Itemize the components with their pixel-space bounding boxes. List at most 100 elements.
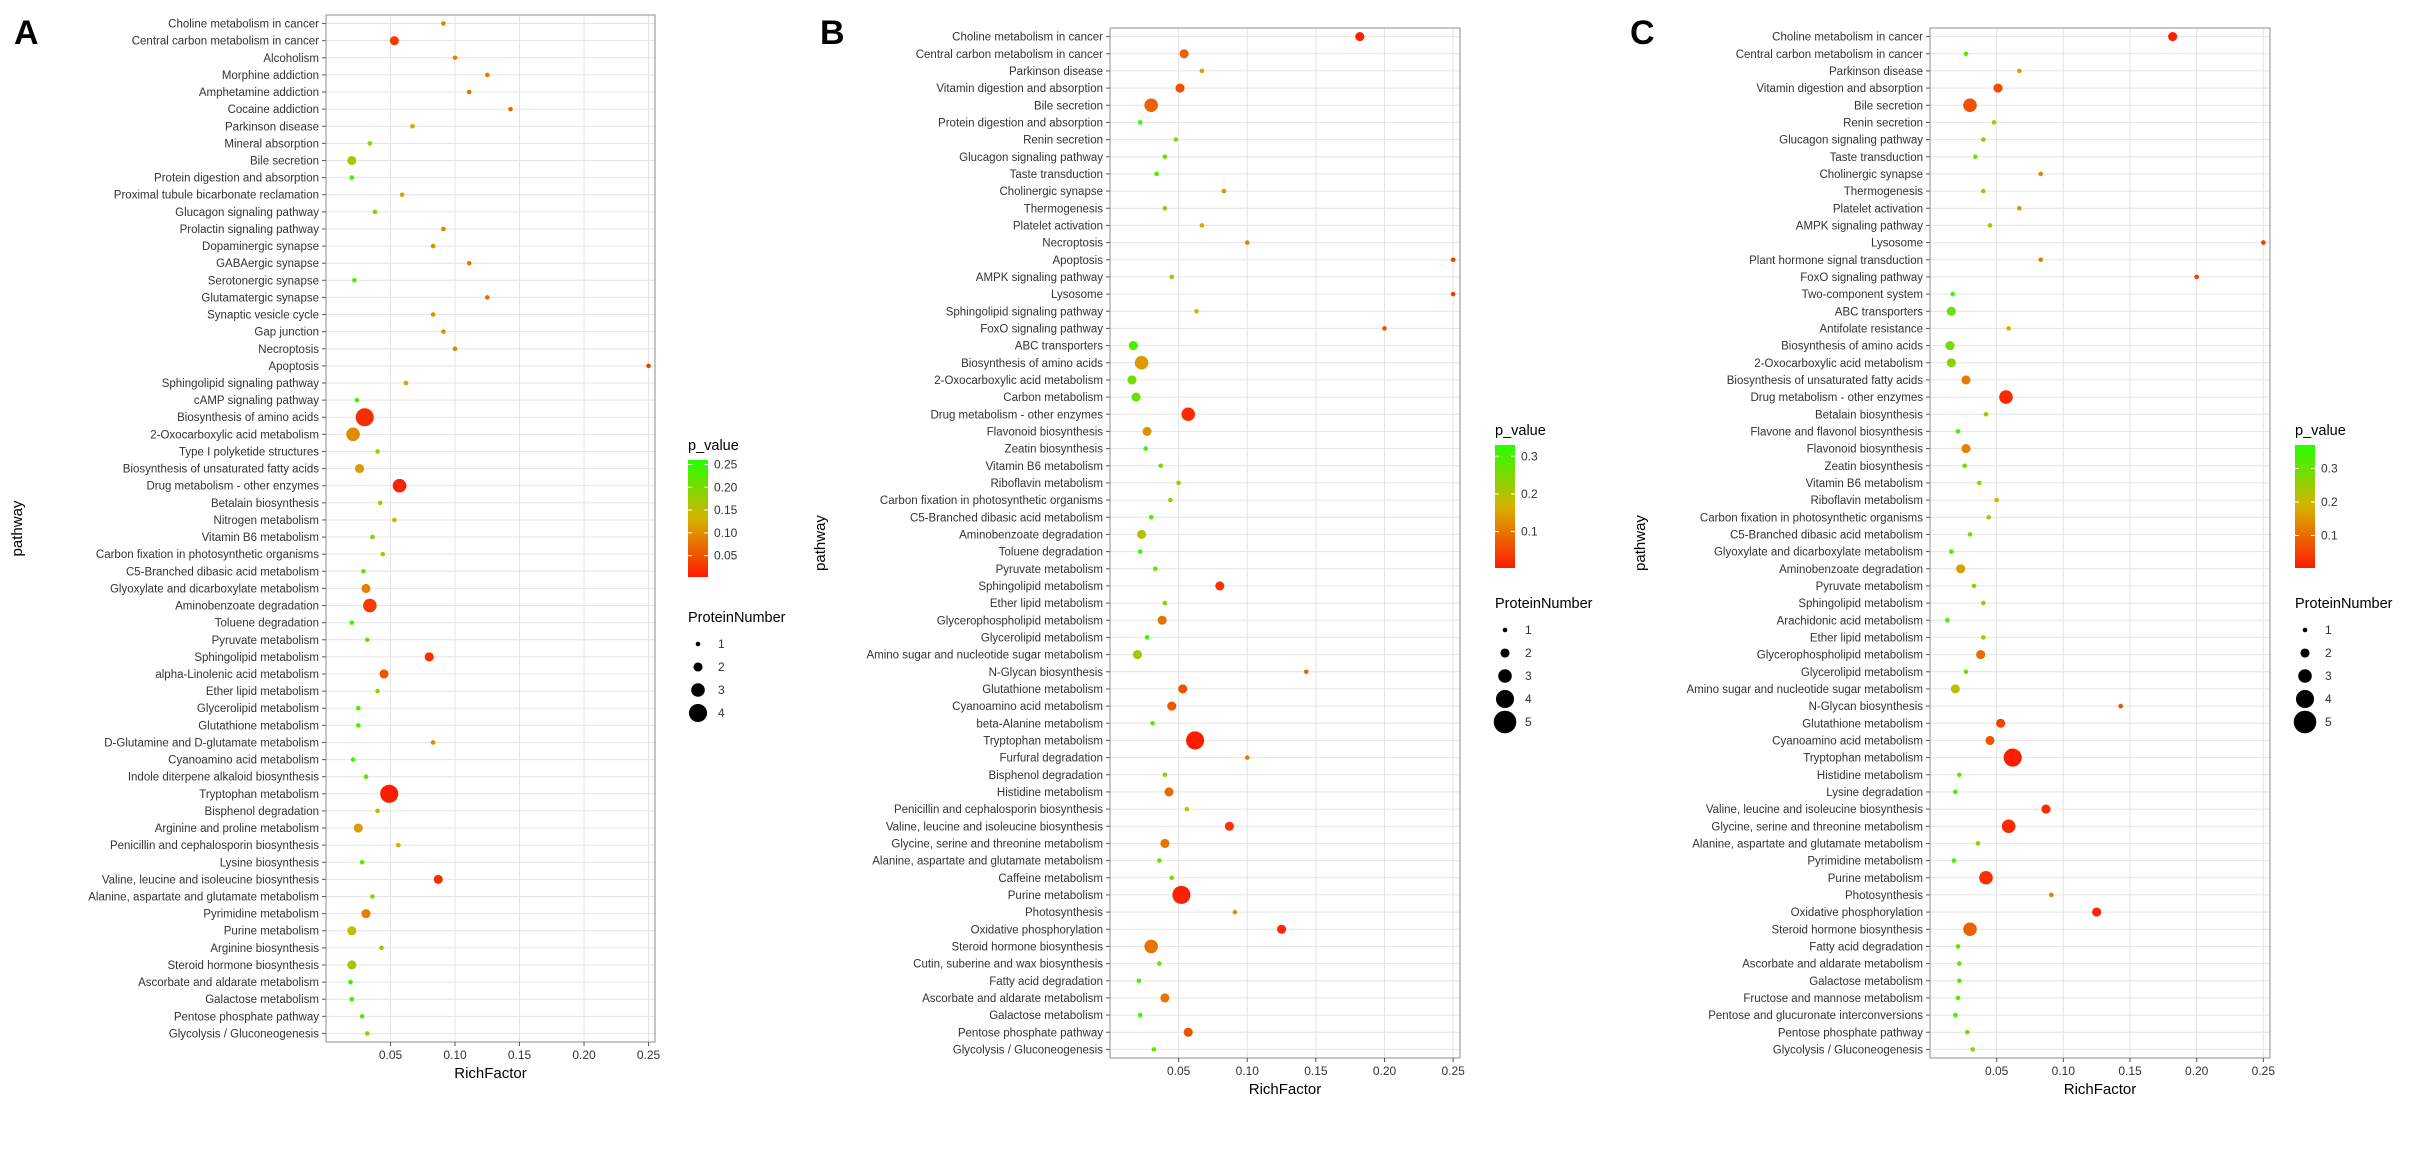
panel-c-size-legend-label: 1 (2325, 623, 2332, 637)
panel-c-data-point (1981, 137, 1986, 142)
panel-b-data-point (1151, 1047, 1157, 1052)
panel-c-pathway-label: Cyanoamino acid metabolism (1772, 735, 1923, 747)
panel-a-data-point (389, 36, 399, 46)
panel-b-data-point (1183, 1027, 1193, 1037)
panel-b-pathway-label: Glycolysis / Gluconeogenesis (953, 1044, 1103, 1056)
panel-a-pathway-label: Glucagon signaling pathway (175, 207, 319, 219)
panel-b-xtick-label: 0.25 (1441, 1064, 1465, 1078)
panel-b-data-point (1181, 407, 1196, 422)
panel-c-colorbar-label: 0.1 (2321, 528, 2338, 542)
panel-b-data-point (1136, 978, 1142, 984)
panel-b-data-point (1142, 426, 1152, 436)
panel-b-data-point (1160, 993, 1170, 1003)
panel-c-data-point (1946, 358, 1956, 368)
panel-b-data-point (1184, 806, 1190, 812)
panel-c-pathway-label: Glycerolipid metabolism (1801, 667, 1923, 679)
panel-b-colorbar-label: 0.3 (1521, 449, 1538, 463)
panel-c-pathway-label: Glutathione metabolism (1802, 718, 1923, 730)
panel-b-data-point (1224, 821, 1234, 831)
panel-a-data-point (350, 757, 356, 762)
panel-b-data-point (1134, 355, 1149, 370)
panel-c-data-point (1991, 120, 1997, 125)
panel-a-data-point (375, 808, 380, 814)
panel-c-pathway-label: Drug metabolism - other enzymes (1750, 392, 1923, 404)
panel-a-data-point (370, 534, 375, 540)
panel-a-pathway-label: Prolactin signaling pathway (180, 224, 320, 236)
panel-a-colorbar-label: 0.10 (714, 526, 738, 540)
panel-c-size-legend-label: 4 (2325, 692, 2332, 706)
panel-c-data-point (1970, 1047, 1975, 1052)
panel-b-data-point (1157, 615, 1167, 625)
panel-b-pathway-label: Drug metabolism - other enzymes (930, 409, 1103, 421)
panel-b-pathway-label: Caffeine metabolism (998, 873, 1103, 885)
panel-b-pathway-label: Bisphenol degradation (989, 770, 1103, 782)
panel-c-size-legend-label: 5 (2325, 715, 2332, 729)
panel-c-data-point (1963, 669, 1969, 675)
panel-a-pathway-label: Proximal tubule bicarbonate reclamation (114, 190, 319, 202)
panel-b-xtick-label: 0.10 (1236, 1064, 1260, 1078)
panel-c-pathway-label: Photosynthesis (1845, 890, 1923, 902)
panel-a-colorbar-label: 0.20 (714, 480, 738, 494)
panel-c-pathway-label: Vitamin B6 metabolism (1806, 478, 1923, 490)
panel-c-size-legend-label: 2 (2325, 646, 2332, 660)
panel-c-pathway-label: Arachidonic acid metabolism (1777, 615, 1923, 627)
panel-a-pathway-label: Glycolysis / Gluconeogenesis (169, 1028, 319, 1040)
panel-c-pathway-label: Carbon fixation in photosynthetic organi… (1700, 512, 1923, 524)
panel-b-size-legend-dot (1500, 648, 1510, 658)
panel-a-pathway-label: Galactose metabolism (205, 994, 319, 1006)
panel-c-data-point (2194, 274, 2199, 280)
panel-b-pathway-label: Cutin, suberine and wax biosynthesis (913, 959, 1103, 971)
panel-c-data-point (1967, 532, 1973, 537)
panel-a-colorbar-label: 0.15 (714, 503, 738, 517)
panel-b-xaxis-title: RichFactor (1249, 1081, 1322, 1098)
panel-c-data-point (2038, 257, 2043, 263)
panel-b-data-point (1173, 137, 1179, 142)
panel-b-pathway-label: beta-Alanine metabolism (976, 718, 1103, 730)
panel-c-pathway-label: Glycine, serine and threonine metabolism (1711, 821, 1923, 833)
panel-a-pathway-label: Parkinson disease (225, 121, 319, 133)
panel-a-data-point (361, 568, 366, 574)
panel-a-xtick-label: 0.20 (572, 1048, 596, 1062)
panel-a-pathway-label: GABAergic synapse (216, 258, 319, 270)
panel-c-pathway-label: Choline metabolism in cancer (1772, 32, 1923, 44)
panel-b-size-legend-label: 5 (1525, 715, 1532, 729)
panel-c-data-point (1963, 922, 1977, 937)
panel-a-data-point (370, 894, 375, 899)
panel-b-data-point (1303, 669, 1309, 675)
panel-c-pathway-label: Glycolysis / Gluconeogenesis (1773, 1044, 1923, 1056)
panel-b-size-legend-dot (1502, 627, 1508, 633)
panel-a-data-point (372, 209, 378, 215)
panel-b-pathway-label: Cholinergic synapse (999, 186, 1103, 198)
panel-c-pathway-label: Ether lipid metabolism (1810, 632, 1923, 644)
panel-b-data-point (1277, 924, 1287, 934)
panel-c-pathway-label: FoxO signaling pathway (1800, 272, 1923, 284)
panel-a-pathway-label: D-Glutamine and D-glutamate metabolism (104, 737, 319, 749)
panel-b-pathway-label: Bile secretion (1034, 100, 1103, 112)
panel-c-pathway-label: 2-Oxocarboxylic acid metabolism (1754, 358, 1923, 370)
panel-c-data-point (1957, 978, 1962, 984)
panel-b-colorbar (1495, 445, 1515, 568)
panel-a-pathway-label: Purine metabolism (224, 926, 319, 938)
panel-c-data-point (1996, 718, 2006, 728)
panel-a-pathway-label: Alcoholism (263, 53, 319, 65)
panel-a-pathway-label: Amphetamine addiction (199, 87, 319, 99)
panel-b-data-point (1175, 83, 1185, 93)
panel-b-pathway-label: Penicillin and cephalosporin biosynthesi… (894, 804, 1103, 816)
panel-b-data-point (1137, 1012, 1143, 1018)
panel-c-data-point (1993, 83, 2003, 93)
panel-b-data-point (1382, 326, 1387, 331)
panel-a-data-point (392, 478, 407, 493)
panel-b-data-point (1186, 731, 1205, 750)
panel-b-pathway-label: Alanine, aspartate and glutamate metabol… (872, 856, 1103, 868)
panel-c-data-point (1955, 995, 1961, 1001)
panel-b-size-legend-dot (1493, 710, 1517, 734)
panel-a-pathway-label: Necroptosis (258, 344, 319, 356)
panel-c-data-point (1955, 944, 1961, 949)
panel-a-pathway-label: Lysine biosynthesis (220, 857, 320, 869)
panel-c-letter: C (1630, 14, 1655, 52)
panel-c-size-legend-dot (2295, 689, 2315, 709)
panel-b-data-point (1244, 240, 1250, 245)
panel-b-pathway-label: Sphingolipid signaling pathway (946, 306, 1104, 318)
panel-b-data-point (1148, 514, 1154, 520)
panel-a-data-point (375, 688, 380, 694)
